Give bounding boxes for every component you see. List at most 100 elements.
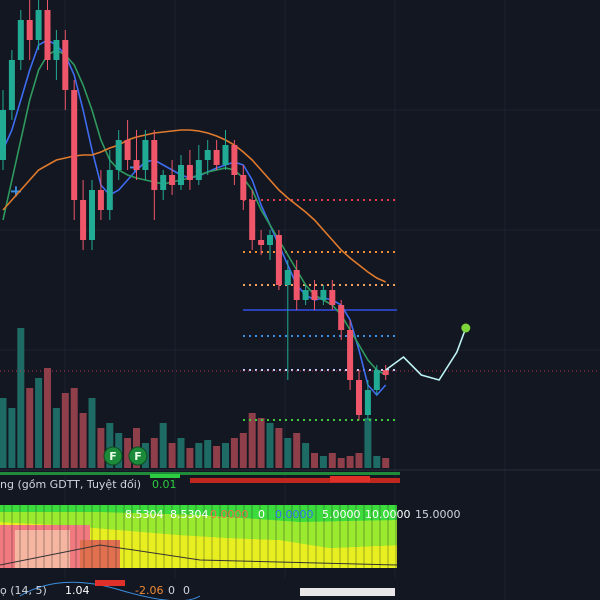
cross-marker: +	[9, 182, 22, 201]
candle-body	[320, 290, 327, 300]
volume-bar	[44, 368, 51, 468]
volume-bar	[195, 443, 203, 468]
candle-body	[267, 235, 273, 245]
indicator-value: 0.0000	[210, 508, 249, 521]
volume-bar	[248, 413, 256, 468]
marker-label: F	[134, 450, 142, 463]
line-series	[2, 49, 387, 376]
candle-body	[222, 145, 229, 165]
line-series	[2, 129, 387, 283]
candle-body	[0, 110, 6, 160]
candle-body	[195, 160, 202, 180]
line-series	[2, 39, 387, 397]
forecast-end	[461, 323, 471, 333]
indicator-value: 0	[258, 508, 265, 521]
candle-body	[26, 20, 33, 40]
volume-bar	[328, 453, 336, 468]
candle-body	[240, 175, 247, 200]
volume-bar	[70, 388, 78, 468]
indicator-value: 0.0000	[275, 508, 314, 521]
volume-bar	[17, 328, 25, 468]
candle-body	[302, 290, 309, 300]
candle-body	[97, 190, 104, 210]
candle-body	[213, 150, 220, 165]
indicator-panel-1	[0, 469, 600, 483]
candle-body	[71, 90, 78, 200]
volume-bar	[97, 428, 105, 468]
candle-body	[142, 140, 149, 170]
candle-body	[249, 200, 256, 240]
indicator-panel-3	[0, 578, 400, 600]
candle-body	[356, 380, 362, 415]
volume-bar	[266, 423, 274, 468]
volume-bar	[150, 438, 158, 468]
volume-bar	[319, 456, 327, 468]
candle-body	[284, 270, 291, 285]
candle-body	[115, 140, 122, 170]
volume-bar	[311, 453, 318, 468]
volume-bar	[124, 438, 132, 468]
marker-badge	[128, 446, 148, 466]
candle-body	[169, 175, 176, 185]
volume-bar	[52, 408, 60, 468]
volume-bar	[355, 453, 363, 468]
indicator-value: 8.5304	[125, 508, 164, 521]
volume-bar	[222, 443, 229, 468]
candle-body	[89, 190, 95, 240]
candle-body	[8, 60, 15, 110]
volume-bar	[364, 418, 372, 468]
marker-badge	[103, 446, 123, 466]
indicator-value: 15.0000	[415, 508, 461, 521]
volume-bar	[302, 443, 310, 468]
indicator-value: 5.0000	[322, 508, 361, 521]
candle-body	[178, 165, 184, 185]
candle-body	[231, 145, 238, 175]
volume-bar	[293, 433, 301, 468]
volume-bar	[337, 458, 345, 468]
volume-bar	[61, 393, 69, 468]
candle-body	[62, 40, 69, 90]
volume-bar	[382, 458, 390, 468]
volume-bar	[230, 438, 238, 468]
indicator-name: ọ (14, 5)	[0, 584, 47, 597]
candle-body	[80, 200, 87, 240]
candle-body	[329, 290, 336, 305]
candle-body	[186, 165, 193, 180]
candle-body	[133, 160, 140, 170]
candle-body	[275, 235, 282, 285]
indicator-value: 10.0000	[365, 508, 411, 521]
volume-bar	[213, 446, 221, 468]
candle-body	[338, 305, 345, 330]
candle-body	[151, 140, 158, 190]
indicator-value: 0	[183, 584, 190, 597]
line-series	[385, 327, 467, 381]
candle-body	[160, 175, 167, 190]
candle-body	[382, 370, 389, 375]
volume-bar	[26, 388, 34, 468]
candle-body	[347, 330, 354, 380]
candle-body	[44, 10, 51, 60]
marker-label: F	[109, 450, 117, 463]
candle-body	[258, 240, 265, 245]
indicator-value: -2.06	[135, 584, 163, 597]
volume-bar	[88, 398, 96, 468]
volume-bar	[8, 408, 16, 468]
indicator-value: 0.01	[152, 478, 177, 491]
candle-body	[35, 10, 42, 40]
candle-body	[373, 370, 380, 390]
volume-bar	[275, 428, 283, 468]
volume-bar	[35, 378, 43, 468]
volume-bar	[346, 456, 354, 468]
candle-body	[53, 40, 60, 60]
indicator-name: ng (gồm GDTT, Tuyệt đối)	[0, 478, 141, 491]
volume-bar	[186, 448, 194, 468]
volume-bar	[177, 438, 185, 468]
candle-body	[293, 270, 300, 300]
volume-bar	[257, 418, 265, 468]
candle-body	[311, 290, 318, 300]
candle-body	[124, 140, 131, 160]
indicator-panel-2	[0, 505, 398, 568]
candle-body	[17, 20, 24, 60]
candle-body	[204, 150, 211, 160]
